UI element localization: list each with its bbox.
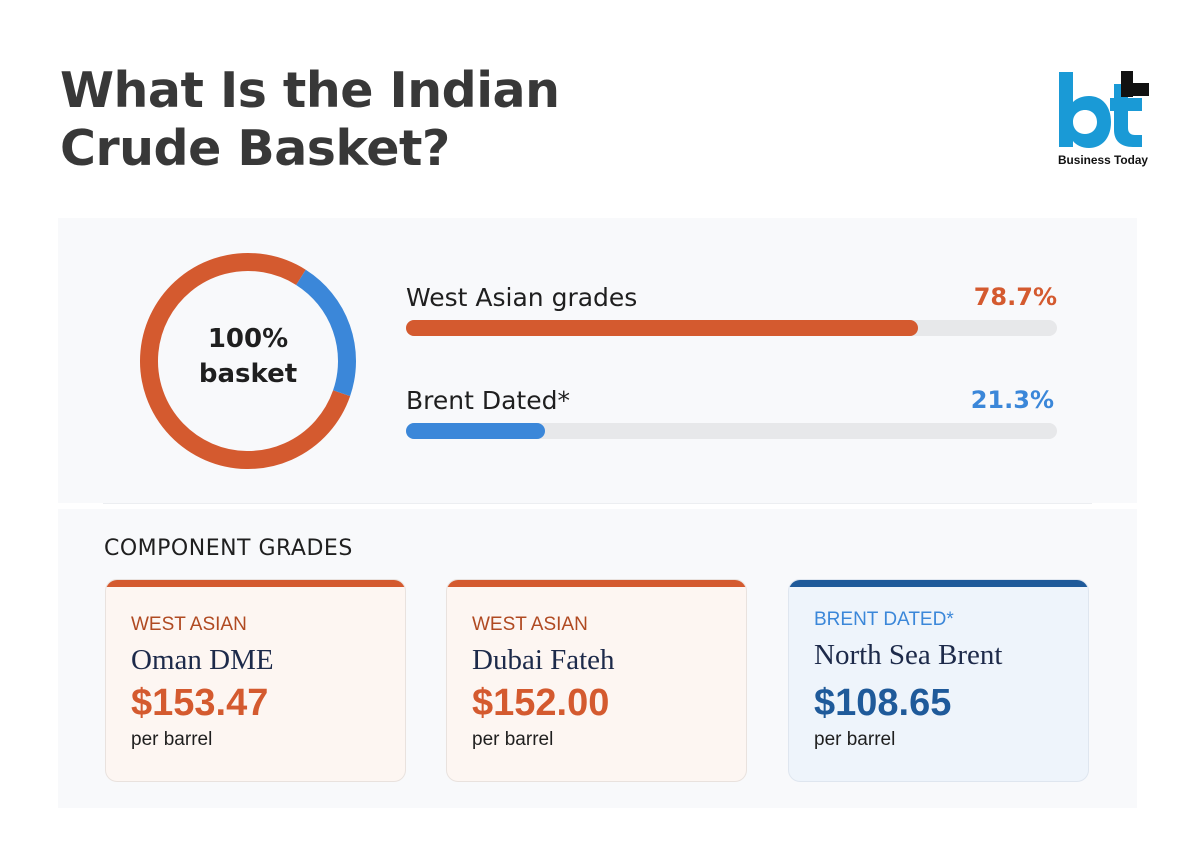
bar-label-west-asian: West Asian grades [406,283,638,312]
business-today-logo: Business Today [1058,71,1149,167]
donut-segment-west-asian [140,253,351,469]
card-unit: per barrel [814,729,896,750]
card-unit: per barrel [131,729,213,750]
donut-center-caption: basket [198,359,298,389]
card-price: $152.00 [472,682,610,724]
card-accent-bar [106,580,405,587]
basket-donut-chart [140,253,356,469]
bar-fill-west-asian [406,320,919,336]
section-heading: COMPONENT GRADES [104,536,353,561]
title-line-2: Crude Basket? [60,120,450,177]
card-category: BRENT DATED* [814,609,954,630]
donut-center-label: 100% basket [168,322,328,392]
grade-card-north-sea-brent: BRENT DATED* North Sea Brent $108.65 per… [788,579,1089,782]
page-title: What Is the Indian Crude Basket? [60,62,560,178]
card-category: WEST ASIAN [472,614,588,635]
bar-fill-brent [406,423,545,439]
card-accent-bar [789,580,1088,587]
donut-segment-brent [295,269,356,397]
card-price: $108.65 [814,682,952,724]
card-unit: per barrel [472,729,554,750]
bar-track-brent [406,423,1057,439]
card-grade-name: North Sea Brent [814,639,1003,671]
card-category: WEST ASIAN [131,614,247,635]
card-grade-name: Dubai Fateh [472,644,615,676]
title-line-1: What Is the Indian [60,62,560,119]
card-accent-bar [447,580,746,587]
grade-card-dubai-fateh: WEST ASIAN Dubai Fateh $152.00 per barre… [446,579,747,782]
divider [103,503,1092,504]
card-grade-name: Oman DME [131,644,274,676]
bar-track-west-asian [406,320,1057,336]
card-price: $153.47 [131,682,269,724]
logo-t-icon [1110,84,1142,147]
bar-label-brent: Brent Dated* [406,386,570,415]
donut-center-value: 100% [207,324,289,354]
grade-card-oman-dme: WEST ASIAN Oman DME $153.47 per barrel [105,579,406,782]
logo-text: Business Today [1058,155,1149,167]
bar-value-brent: 21.3% [970,386,1054,414]
logo-b-icon [1059,72,1111,148]
bar-value-west-asian: 78.7% [973,283,1057,311]
